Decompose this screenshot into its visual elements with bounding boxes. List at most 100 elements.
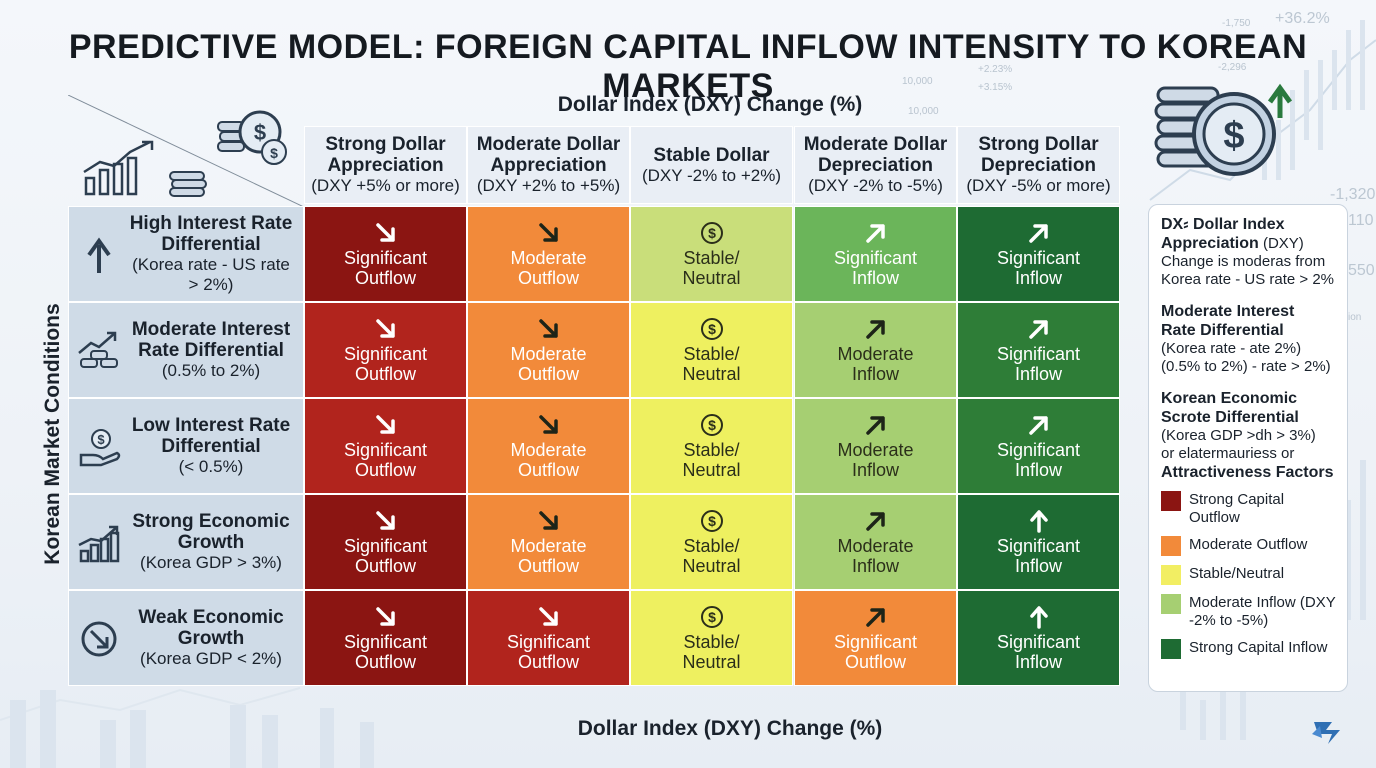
row-header-range: (Korea GDP > 3%) [140,553,282,572]
legend-swatch [1161,565,1181,585]
heatmap-cell: Significant Outflow [304,590,467,686]
heatmap-cell: Significant Inflow [957,398,1120,494]
background-number: -2,296 [1218,62,1247,73]
coin-stack-icon [169,171,207,197]
heatmap-cell: Significant Inflow [794,206,957,302]
dollar-circle-icon: $ [700,222,723,244]
legend-note-text: (Korea GDP >dh > 3%) [1161,427,1316,444]
bar-growth-icon [78,525,120,563]
dollar-circle-icon: $ [700,414,723,436]
heatmap-cell-label: Moderate Outflow [510,248,587,288]
up-right-arrow-icon [865,608,885,627]
legend-panel: DX⸗ Dollar Index Appreciation (DXY) Chan… [1148,204,1348,692]
column-header-range: (DXY -2% to -5%) [808,176,943,195]
hand-dollar-icon: $ [79,429,121,467]
down-right-arrow-icon [538,415,558,434]
legend-item: Moderate Outflow [1161,536,1337,556]
row-header-text: Moderate Interest Rate Differential (0.5%… [125,303,297,397]
bottom-axis-label: Dollar Index (DXY) Change (%) [577,717,883,740]
legend-swatch [1161,536,1181,556]
heatmap-cell: Significant Outflow [794,590,957,686]
heatmap-cell: Significant Inflow [957,206,1120,302]
down-right-arrow-icon [375,415,395,434]
row-header: Strong Economic Growth (Korea GDP > 3%) [68,494,304,590]
heatmap-cell: Moderate Outflow [467,494,630,590]
down-right-arrow-icon [538,223,558,242]
legend-note-dxy: DX⸗ Dollar Index Appreciation (DXY) Chan… [1161,215,1337,289]
heatmap-cell: Significant Outflow [467,590,630,686]
up-right-arrow-icon [865,416,885,435]
up-arrow-icon [87,237,111,273]
heatmap-cell-label: Stable/Neutral [682,536,741,576]
coin-stack-dollar-icon: $ [1154,83,1293,176]
column-header-title: Strong Dollar Depreciation [978,134,1099,176]
legend-note-text: Change is moderas from [1161,253,1326,270]
heatmap-cell-label: Moderate Inflow [837,440,914,480]
background-number: -1,750 [1222,18,1251,29]
dollar-coins-icon: $ $ [217,110,287,165]
legend-item: Strong Capital Outflow [1161,491,1337,527]
heatmap-cell-label: Stable/Neutral [682,248,741,288]
background-number: 10,000 [908,106,939,117]
heatmap-cell: $ Stable/Neutral [630,302,793,398]
svg-text:$: $ [1223,115,1244,157]
column-header: Stable Dollar (DXY -2% to +2%) [630,126,793,204]
row-header-range: (Korea rate - US rate > 2%) [132,255,290,294]
heatmap-cell: $ Stable/Neutral [630,494,793,590]
heatmap-cell: Moderate Inflow [794,398,957,494]
column-header-title: Moderate Dollar Appreciation [476,134,621,176]
up-right-arrow-icon [865,320,885,339]
heatmap-cell-label: Moderate Outflow [510,440,587,480]
heatmap-cell-label: Significant Outflow [343,536,428,576]
heatmap-cell: Significant Inflow [957,590,1120,686]
legend-item-label: Strong Capital Inflow [1189,639,1328,656]
row-header: $ Low Interest Rate Differential (< 0.5%) [68,398,304,494]
legend-item: Strong Capital Inflow [1161,639,1337,659]
background-number: +2.23% [978,64,1013,75]
heatmap-cell-label: Significant Outflow [506,632,591,672]
legend-note-rate: Moderate Interest Rate Differential (Kor… [1161,302,1337,376]
legend-note-text: (Korea rate - ate 2%) [1161,340,1302,357]
heatmap-cell-label: Moderate Inflow [837,536,914,576]
legend-note-text: or elatermauriess or [1161,445,1295,462]
legend-item-label: Moderate Inflow (DXY -2% to -5%) [1189,594,1336,629]
up-arrow-icon [1029,606,1048,629]
down-right-arrow-icon [375,223,395,242]
column-header: Strong Dollar Depreciation (DXY -5% or mo… [957,126,1120,204]
heatmap-cell-label: Significant Outflow [833,632,918,672]
up-right-arrow-icon [1028,416,1048,435]
legend-note-heading: Moderate Interest [1161,303,1295,320]
column-header-range: (DXY -2% to +2%) [641,165,782,185]
row-header-range: (0.5% to 2%) [161,361,261,380]
heatmap-cell-label: Significant Outflow [343,440,428,480]
column-header-title: Strong Dollar Appreciation [325,134,446,176]
heatmap-cell: $ Stable/Neutral [630,206,793,302]
heatmap-cell-label: Moderate Inflow [837,344,914,384]
legend-note-heading: Rate Differential [1161,322,1284,339]
side-axis-label: Korean Market Conditions [41,303,64,565]
logo-icon [1312,722,1340,744]
legend-swatch [1161,594,1181,614]
row-header-text: High Interest Rate Differential (Korea ra… [125,207,297,301]
heatmap-cell: Significant Outflow [304,206,467,302]
heatmap-cell-label: Stable/Neutral [682,344,741,384]
heatmap-cell-label: Moderate Outflow [510,536,587,576]
column-header-title: Moderate Dollar Depreciation [803,134,948,176]
svg-text:$: $ [270,145,278,161]
heatmap-cell-label: Significant Inflow [996,248,1081,288]
legend-note-economic: Korean Economic Scrote Differential (Kor… [1161,389,1337,482]
up-right-arrow-icon [865,224,885,243]
top-axis-label: Dollar Index (DXY) Change (%) [557,93,863,116]
up-right-arrow-icon [1028,320,1048,339]
row-header: High Interest Rate Differential (Korea ra… [68,206,304,302]
heatmap-cell: $ Stable/Neutral [630,590,793,686]
row-header-title: Strong Economic Growth [132,511,290,553]
background-number: 110 [1348,212,1374,229]
heatmap-cell-label: Stable/Neutral [682,440,741,480]
row-header-title: Weak Economic Growth [138,607,284,649]
heatmap-cell-label: Stable/Neutral [682,632,741,672]
row-header: Moderate Interest Rate Differential (0.5%… [68,302,304,398]
svg-text:$: $ [97,432,105,447]
heatmap-cell-label: Significant Outflow [343,248,428,288]
growth-coins-icon [78,331,118,368]
